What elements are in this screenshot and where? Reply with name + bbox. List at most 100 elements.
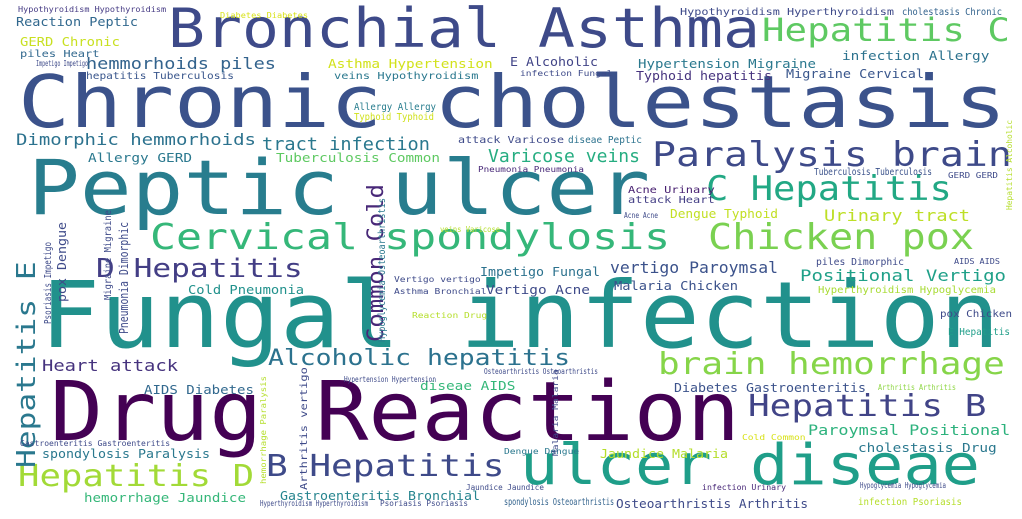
cloud-word: Jaundice Jaundice <box>466 483 544 492</box>
cloud-word: Paralysis brain <box>652 135 1012 175</box>
cloud-word: Reaction Drug <box>412 311 488 320</box>
cloud-word: diseae Peptic <box>568 135 642 146</box>
cloud-word: GERD Chronic <box>20 35 120 49</box>
cloud-word: GERD GERD <box>948 171 998 180</box>
cloud-word: Cold Pneumonia <box>188 283 305 297</box>
cloud-word: veins Varicose <box>440 225 501 234</box>
cloud-word: Allergy GERD <box>88 151 193 165</box>
cloud-word: Cold Common <box>742 433 806 442</box>
cloud-word: Tuberculosis Tuberculosis <box>814 167 933 178</box>
cloud-word: AIDS Diabetes <box>144 383 254 397</box>
cloud-word: spondylosis Osteoarthristis <box>504 497 615 508</box>
cloud-word: Hypoglycemia Hypoglycemia <box>860 481 946 490</box>
cloud-word: Hypothyroidism Hypothyroidism <box>18 5 167 14</box>
cloud-word: brain hemorrhage <box>658 347 1005 382</box>
cloud-word: infection Urinary <box>702 483 787 492</box>
cloud-word: Drug Reaction <box>50 365 740 460</box>
cloud-word: Peptic ulcer <box>28 143 651 232</box>
cloud-word: B Hepatitis <box>266 449 505 484</box>
cloud-word: pox Chicken <box>940 309 1012 320</box>
cloud-word: Asthma Hypertension <box>328 57 493 71</box>
cloud-word: Varicose veins <box>488 146 641 167</box>
cloud-word: Hepatitis D <box>18 459 255 494</box>
cloud-word: Hepatitis Alcoholic <box>1005 120 1014 210</box>
cloud-word: attack Heart <box>628 195 715 206</box>
cloud-word: Diabetes Diabetes <box>220 11 309 20</box>
cloud-word: Dengue Typhoid <box>670 207 779 221</box>
cloud-word: Hyperthyroidism Hyperthyroidism <box>260 499 368 508</box>
cloud-word: Paroymsal Positional <box>808 423 1011 439</box>
cloud-word: cholestasis Drug <box>858 441 997 455</box>
cloud-word: Dengue Dengue <box>504 447 580 456</box>
cloud-word: Dimorphic hemmorhoids <box>16 130 256 149</box>
cloud-word: Hepatitis B <box>748 389 987 424</box>
cloud-word: Osteoarthristis Osteoarthristis <box>484 367 598 376</box>
cloud-word: Arthritis vertigo <box>299 367 310 490</box>
cloud-word: Psoriasis Psoriasis <box>380 499 469 508</box>
cloud-word: D Hepatitis <box>96 254 303 284</box>
cloud-word: piles Heart <box>20 49 100 60</box>
cloud-word: Vertigo Acne <box>486 283 590 297</box>
cloud-word: Vertigo vertigo <box>394 275 481 284</box>
cloud-word: hemorrhage Paralysis <box>259 376 268 484</box>
cloud-word: Reaction Peptic <box>16 15 139 29</box>
cloud-word: Hepatitis E <box>12 261 42 468</box>
cloud-word: infection Fungal <box>520 69 613 78</box>
cloud-word: Hepatitis C <box>762 11 1010 49</box>
cloud-word: vertigo Paroymsal <box>610 258 779 277</box>
cloud-word: tract infection <box>262 134 430 155</box>
cloud-word: Impetigo Fungal <box>480 265 600 279</box>
cloud-word: Hypothyroidism Hyperthyroidism <box>680 7 895 18</box>
cloud-word: Asthma Bronchial <box>394 287 487 296</box>
cloud-word: Impetigo Impetigo <box>36 59 89 68</box>
cloud-word: Typhoid hepatitis <box>636 69 772 83</box>
cloud-word: Diabetes Gastroenteritis <box>674 381 866 395</box>
cloud-word: pox Dengue <box>55 222 69 302</box>
cloud-word: Positional Vertigo <box>800 266 1006 285</box>
cloud-word: Chronic cholestasis <box>18 60 1007 144</box>
cloud-word: Tuberculosis Common <box>276 151 441 165</box>
cloud-word: hemmorhoids piles <box>86 54 276 73</box>
cloud-word: Hypoglycemia Osteoarthristis <box>377 198 388 342</box>
cloud-word: diseae AIDS <box>420 379 516 393</box>
cloud-word: Allergy Allergy <box>354 102 437 113</box>
cloud-word: E Hepatitis <box>948 327 1010 338</box>
cloud-word: Migraine Migraine <box>103 210 114 300</box>
cloud-word: veins Hypothyroidism <box>334 71 479 82</box>
cloud-word: hepatitis Tuberculosis <box>86 71 234 82</box>
cloud-word: AIDS AIDS <box>954 257 1001 266</box>
cloud-word: hemorrhage Jaundice <box>84 491 246 505</box>
cloud-word: Hyperthyroidism Hypoglycemia <box>818 285 997 296</box>
cloud-word: Pneumonia Dimorphic <box>117 221 131 334</box>
cloud-word: C Hepatitis <box>706 169 952 209</box>
cloud-word: Acne Acne <box>624 211 658 220</box>
cloud-word: infection Psoriasis <box>858 497 962 508</box>
cloud-word: Fungal infection <box>40 262 1000 369</box>
cloud-word: Hypertension Hypertension <box>344 375 437 384</box>
cloud-word: E Alcoholic <box>510 55 598 69</box>
cloud-word: Psoriasis Impetigo <box>43 241 54 324</box>
cloud-word: Arthritis Arthritis <box>878 383 956 392</box>
cloud-word: Chicken pox <box>708 217 975 258</box>
cloud-word: Malaria Chicken <box>614 279 738 293</box>
cloud-word: Migraine Cervical <box>786 67 925 81</box>
cloud-word: cholestasis Chronic <box>902 7 1002 18</box>
cloud-word: infection Allergy <box>842 49 990 63</box>
cloud-word: Hypertension Migraine <box>638 57 816 71</box>
cloud-word: spondylosis Paralysis <box>42 447 210 461</box>
cloud-word: Bronchial Asthma <box>168 0 760 60</box>
cloud-word: Heart attack <box>42 356 179 375</box>
cloud-word: Gastroenteritis Gastroenteritis <box>20 439 171 448</box>
cloud-word: attack Varicose <box>458 135 565 146</box>
cloud-word: Alcoholic hepatitis <box>268 346 571 371</box>
cloud-word: Pneumonia Pneumonia <box>478 165 584 174</box>
cloud-word: ulcer diseae <box>520 433 981 498</box>
cloud-word: Osteoarthristis Arthritis <box>616 497 809 511</box>
cloud-word: Jaundice Malaria <box>600 447 728 461</box>
cloud-word: Gastroenteritis Bronchial <box>280 489 480 503</box>
cloud-word: Acne Urinary <box>628 185 715 196</box>
cloud-word: Typhoid Typhoid <box>354 112 435 123</box>
cloud-word: Urinary tract <box>824 206 971 225</box>
cloud-word: piles Dimorphic <box>816 257 904 268</box>
